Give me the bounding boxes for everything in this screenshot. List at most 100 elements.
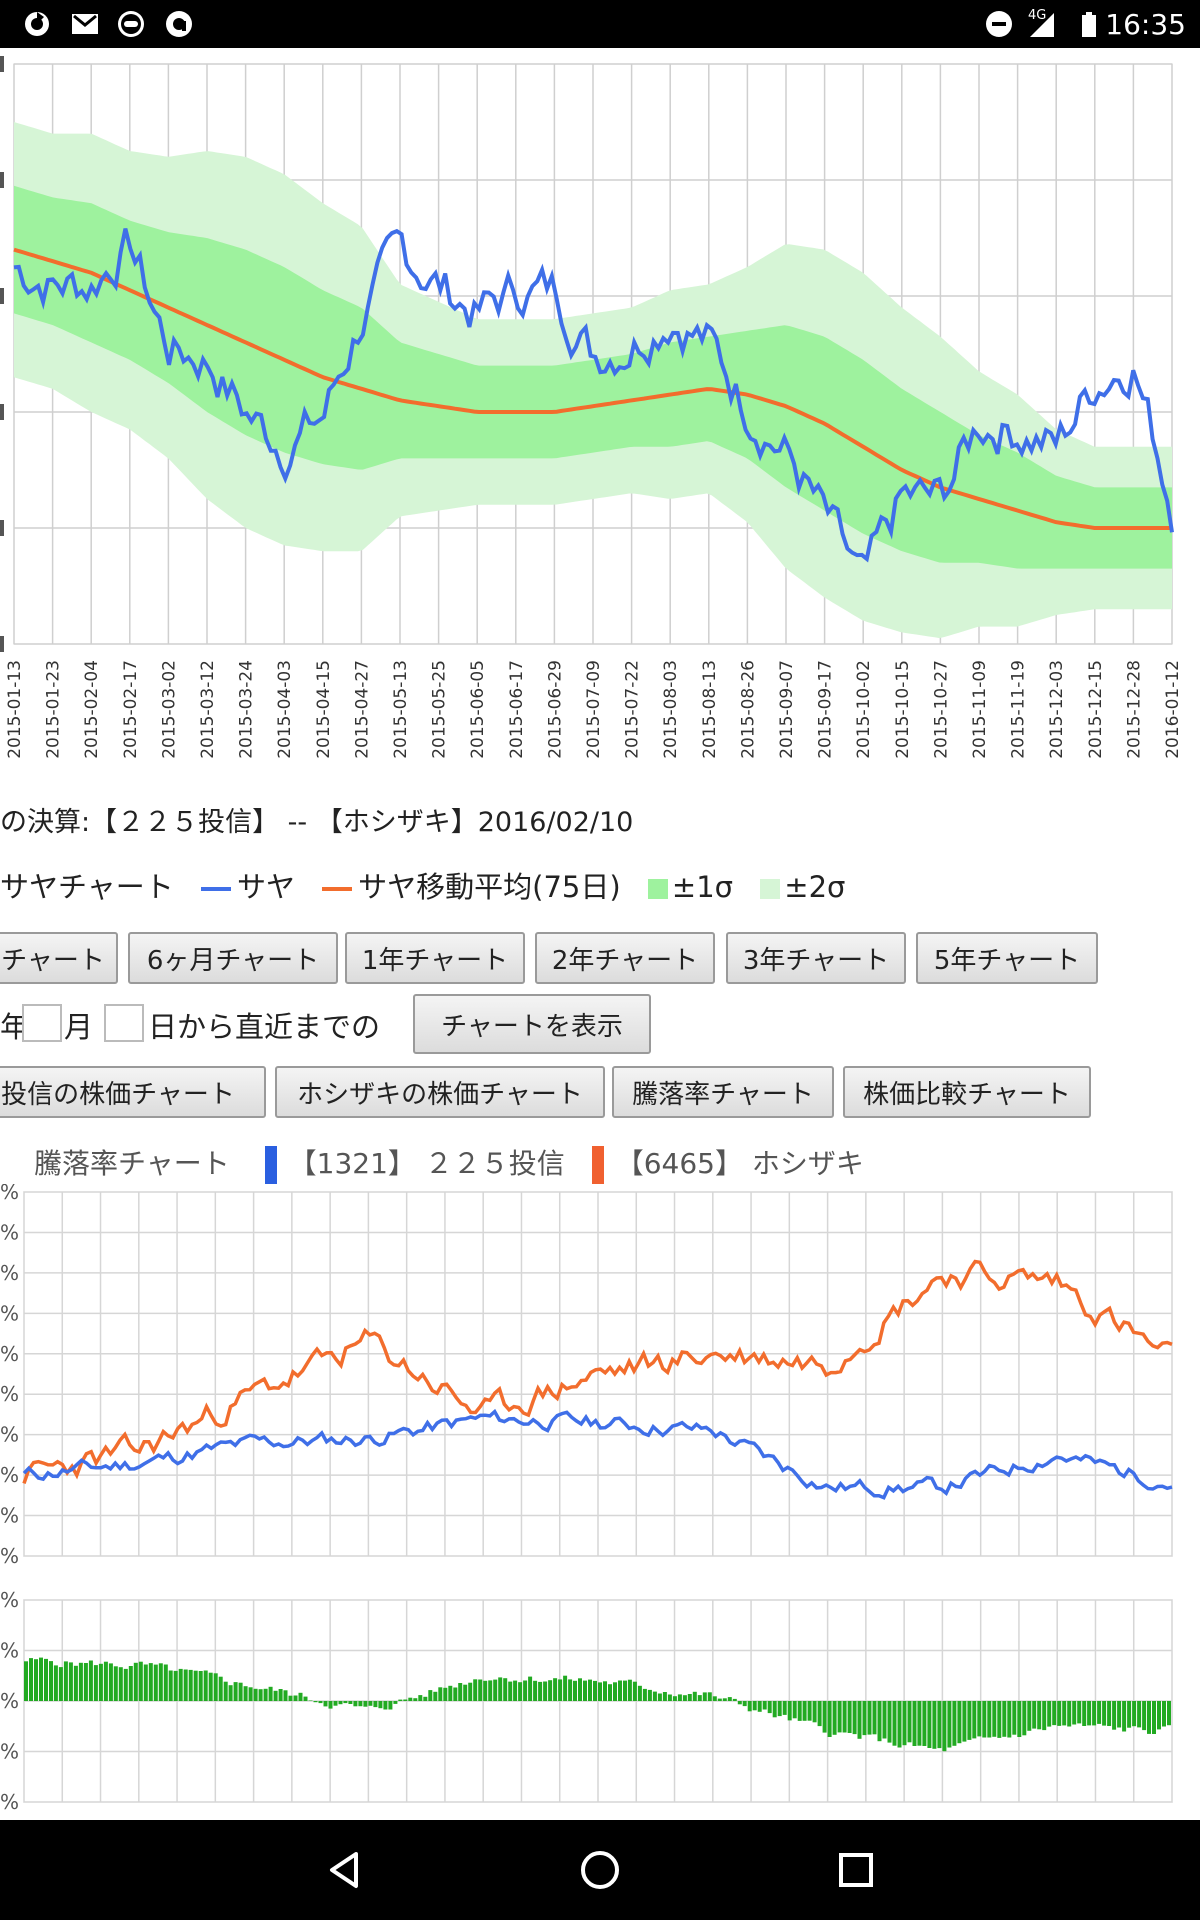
diff-bar [942, 1701, 947, 1752]
price-compare-chart-button[interactable]: 株価比較チャート [843, 1066, 1091, 1118]
legend-sigma2: ±2σ [760, 870, 845, 904]
navigation-bar [0, 1820, 1200, 1920]
x-tick-label: 2015-12-28 [1124, 660, 1144, 759]
diff-bar [1132, 1701, 1137, 1727]
diff-bar [1027, 1701, 1032, 1731]
series1-label: 【1321】 ２２５投信 [288, 1147, 565, 1180]
diff-bar [83, 1663, 88, 1701]
diff-bar [49, 1661, 53, 1701]
status-bar: 4G 16:35 [0, 0, 1200, 48]
diff-bar [847, 1701, 852, 1733]
diff-bar [163, 1664, 168, 1701]
diff-bar [203, 1670, 208, 1701]
period-button-6m[interactable]: 6ヶ月チャート [128, 932, 338, 984]
x-tick-label: 2015-08-13 [700, 660, 720, 759]
diff-bar [598, 1682, 602, 1701]
diff-bar [533, 1680, 538, 1701]
diff-bar [463, 1684, 468, 1701]
moving-average-line [13, 247, 1172, 530]
diff-bar [63, 1661, 68, 1701]
diff-bar [1022, 1701, 1027, 1736]
diff-bar [712, 1696, 717, 1701]
diff-bar [882, 1701, 887, 1739]
diff-bar [78, 1662, 83, 1701]
y-tick-mark [0, 520, 4, 536]
diff-bar [578, 1678, 582, 1701]
link-icon [118, 11, 144, 37]
diff-bar [757, 1701, 762, 1712]
diff-bar [702, 1692, 707, 1701]
y-tick-label: % [0, 1184, 19, 1204]
home-icon[interactable] [570, 1840, 630, 1900]
diff-bar [24, 1661, 28, 1701]
diff-bar [328, 1701, 333, 1709]
legend-sigma1-label: ±1σ [671, 870, 734, 904]
legend-title: サヤチャート [0, 870, 174, 904]
x-tick-label: 2015-11-19 [1009, 660, 1029, 759]
diff-bar [1117, 1701, 1122, 1728]
diff-bar [1152, 1701, 1156, 1734]
gmail-icon [72, 14, 98, 34]
series2-swatch [591, 1146, 604, 1184]
diff-bar [608, 1684, 612, 1701]
app-icon [166, 11, 192, 37]
diff-bar [273, 1690, 278, 1701]
diff-chart: %%%%% [0, 1588, 1173, 1814]
legend-sigma1: ±1σ [647, 870, 734, 904]
hoshizaki-stock-chart-button[interactable]: ホシザキの株価チャート [275, 1066, 605, 1118]
diff-bar [558, 1679, 563, 1701]
diff-bar [433, 1691, 438, 1701]
y-tick-mark [0, 636, 4, 652]
diff-bar [323, 1701, 328, 1707]
fund-stock-chart-button[interactable]: 投信の株価チャート [0, 1066, 266, 1118]
diff-bar [637, 1685, 642, 1701]
series2-label: 【6465】 ホシザキ [615, 1147, 864, 1180]
x-tick-label: 2015-01-23 [44, 660, 64, 759]
diff-bar [338, 1701, 343, 1705]
back-icon[interactable] [314, 1840, 374, 1900]
rate-chart-button[interactable]: 騰落率チャート [612, 1066, 834, 1118]
diff-bar [1112, 1701, 1117, 1730]
diff-bar [697, 1695, 702, 1701]
period-button-5y[interactable]: 5年チャート [916, 932, 1098, 984]
month-input[interactable] [22, 1004, 62, 1042]
period-button-3y[interactable]: 3年チャート [726, 932, 906, 984]
diff-bar [378, 1701, 383, 1709]
diff-bar [647, 1689, 652, 1701]
period-button-all[interactable]: チャート [0, 932, 118, 984]
diff-bar [822, 1701, 827, 1733]
diff-bar [917, 1701, 922, 1746]
diff-bar [1002, 1701, 1007, 1737]
diff-bar [238, 1682, 243, 1701]
diff-bar [398, 1699, 403, 1701]
day-input[interactable] [104, 1004, 144, 1042]
diff-bar [528, 1676, 533, 1701]
diff-bar [208, 1672, 213, 1701]
x-tick-label: 2015-08-26 [738, 660, 758, 759]
spread-chart: 2015-01-13 2015-01-23 2015-02-04 2015-02-17… [0, 56, 1183, 759]
dnd-icon [986, 11, 1012, 37]
diff-bar [128, 1666, 133, 1701]
diff-bar [153, 1664, 158, 1701]
x-tick-label: 2015-03-12 [198, 660, 218, 759]
x-tick-label: 2015-06-17 [507, 660, 527, 759]
rate-chart-legend: 騰落率チャート 【1321】 ２２５投信 【6465】 ホシザキ [34, 1142, 864, 1184]
diff-bar [58, 1667, 63, 1701]
series1-line [22, 1408, 1173, 1500]
diff-bar [53, 1665, 58, 1701]
diff-bar [418, 1695, 423, 1701]
period-button-1y[interactable]: 1年チャート [345, 932, 525, 984]
period-button-2y[interactable]: 2年チャート [535, 932, 715, 984]
diff-bar [478, 1679, 483, 1701]
diff-bar [692, 1691, 697, 1701]
recents-icon[interactable] [826, 1840, 886, 1900]
diff-bar [193, 1670, 198, 1701]
show-chart-button[interactable]: チャートを表示 [413, 994, 651, 1054]
diff-bar [313, 1701, 318, 1703]
diff-bar [1032, 1701, 1037, 1729]
diff-bar [278, 1689, 283, 1701]
diff-bar [563, 1675, 568, 1701]
diff-bar [168, 1670, 173, 1701]
diff-bar [937, 1701, 942, 1749]
diff-bar [717, 1698, 722, 1701]
